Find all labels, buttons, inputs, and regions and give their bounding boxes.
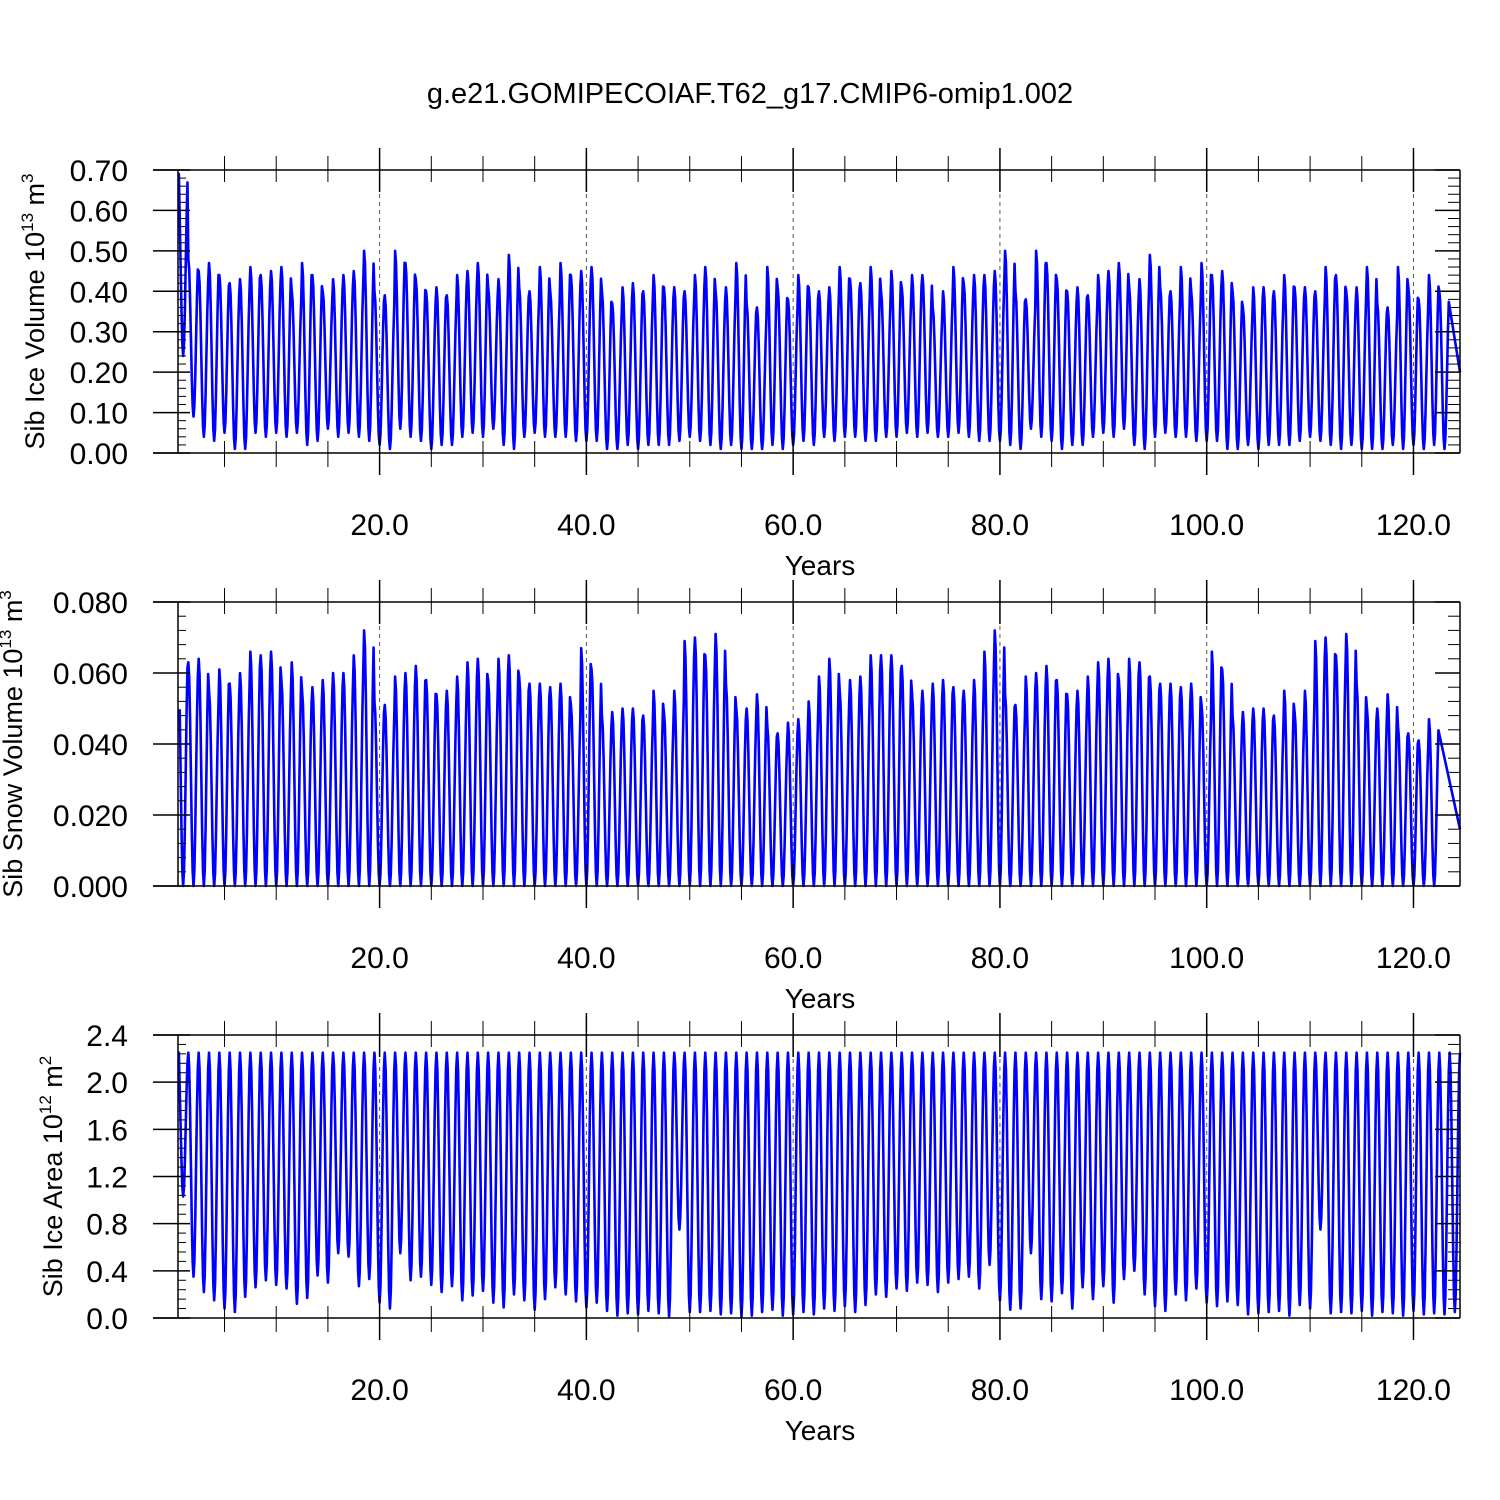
x-tick-label: 120.0: [1376, 942, 1451, 975]
x-tick-label: 20.0: [350, 509, 408, 542]
series-line: [177, 629, 1462, 888]
x-tick-label: 60.0: [764, 942, 822, 975]
x-tick-label: 120.0: [1376, 1374, 1451, 1407]
x-tick-label: 20.0: [350, 1374, 408, 1407]
x-axis-label: Years: [785, 550, 856, 581]
series-line: [177, 172, 1462, 451]
x-axis-label: Years: [785, 1415, 856, 1446]
x-axis-label: Years: [785, 983, 856, 1014]
x-tick-label: 60.0: [764, 1374, 822, 1407]
figure-title: g.e21.GOMIPECOIAF.T62_g17.CMIP6-omip1.00…: [426, 78, 1074, 110]
x-tick-label: 40.0: [557, 509, 615, 542]
y-tick-label: 0.8: [86, 1209, 128, 1242]
x-tick-label: 40.0: [557, 1374, 615, 1407]
x-tick-label: 100.0: [1169, 942, 1244, 975]
y-tick-label: 0.000: [53, 871, 128, 904]
x-tick-label: 80.0: [971, 509, 1029, 542]
series-line: [177, 1051, 1462, 1319]
y-tick-label: 0.10: [70, 398, 128, 431]
panel-ice-area: 0.0 0.4 0.8 1.2 1.6 2.0 2.4 20.0 40.0 60.0 80.0 100…: [36, 1013, 1462, 1446]
y-tick-label: 0.080: [53, 587, 128, 620]
y-axis-label: Sib Ice Volume 1013 m3: [18, 173, 50, 449]
x-tick-label: 120.0: [1376, 509, 1451, 542]
y-tick-label: 0.20: [70, 357, 128, 390]
y-tick-label: 0.00: [70, 438, 128, 471]
x-tick-label: 100.0: [1169, 1374, 1244, 1407]
y-tick-label: 0.040: [53, 729, 128, 762]
y-tick-label: 2.4: [86, 1020, 128, 1053]
y-tick-label: 0.4: [86, 1256, 128, 1289]
y-tick-label: 0.50: [70, 236, 128, 269]
y-axis-label: Sib Snow Volume 1013 m3: [0, 590, 28, 898]
y-tick-label: 2.0: [86, 1067, 128, 1100]
panel-ice-volume: 0.00 0.10 0.20 0.30 0.40 0.50 0.60 0.70 20.0 40.0…: [18, 148, 1462, 581]
x-tick-label: 40.0: [557, 942, 615, 975]
x-tick-label: 80.0: [971, 1374, 1029, 1407]
panel-snow-volume: 0.000 0.020 0.040 0.060 0.080 20.0 40.0 60.0 80.…: [0, 580, 1462, 1014]
x-tick-label: 80.0: [971, 942, 1029, 975]
y-tick-label: 1.2: [86, 1162, 128, 1195]
y-tick-label: 0.020: [53, 800, 128, 833]
y-tick-label: 0.60: [70, 195, 128, 228]
y-tick-label: 0.060: [53, 658, 128, 691]
y-tick-label: 1.6: [86, 1114, 128, 1147]
y-tick-label: 0.30: [70, 317, 128, 350]
y-tick-label: 0.40: [70, 276, 128, 309]
y-tick-label: 0.70: [70, 155, 128, 188]
y-axis-label: Sib Ice Area 1012 m2: [36, 1056, 68, 1298]
x-tick-label: 100.0: [1169, 509, 1244, 542]
y-tick-label: 0.0: [86, 1303, 128, 1336]
x-tick-label: 20.0: [350, 942, 408, 975]
x-tick-label: 60.0: [764, 509, 822, 542]
